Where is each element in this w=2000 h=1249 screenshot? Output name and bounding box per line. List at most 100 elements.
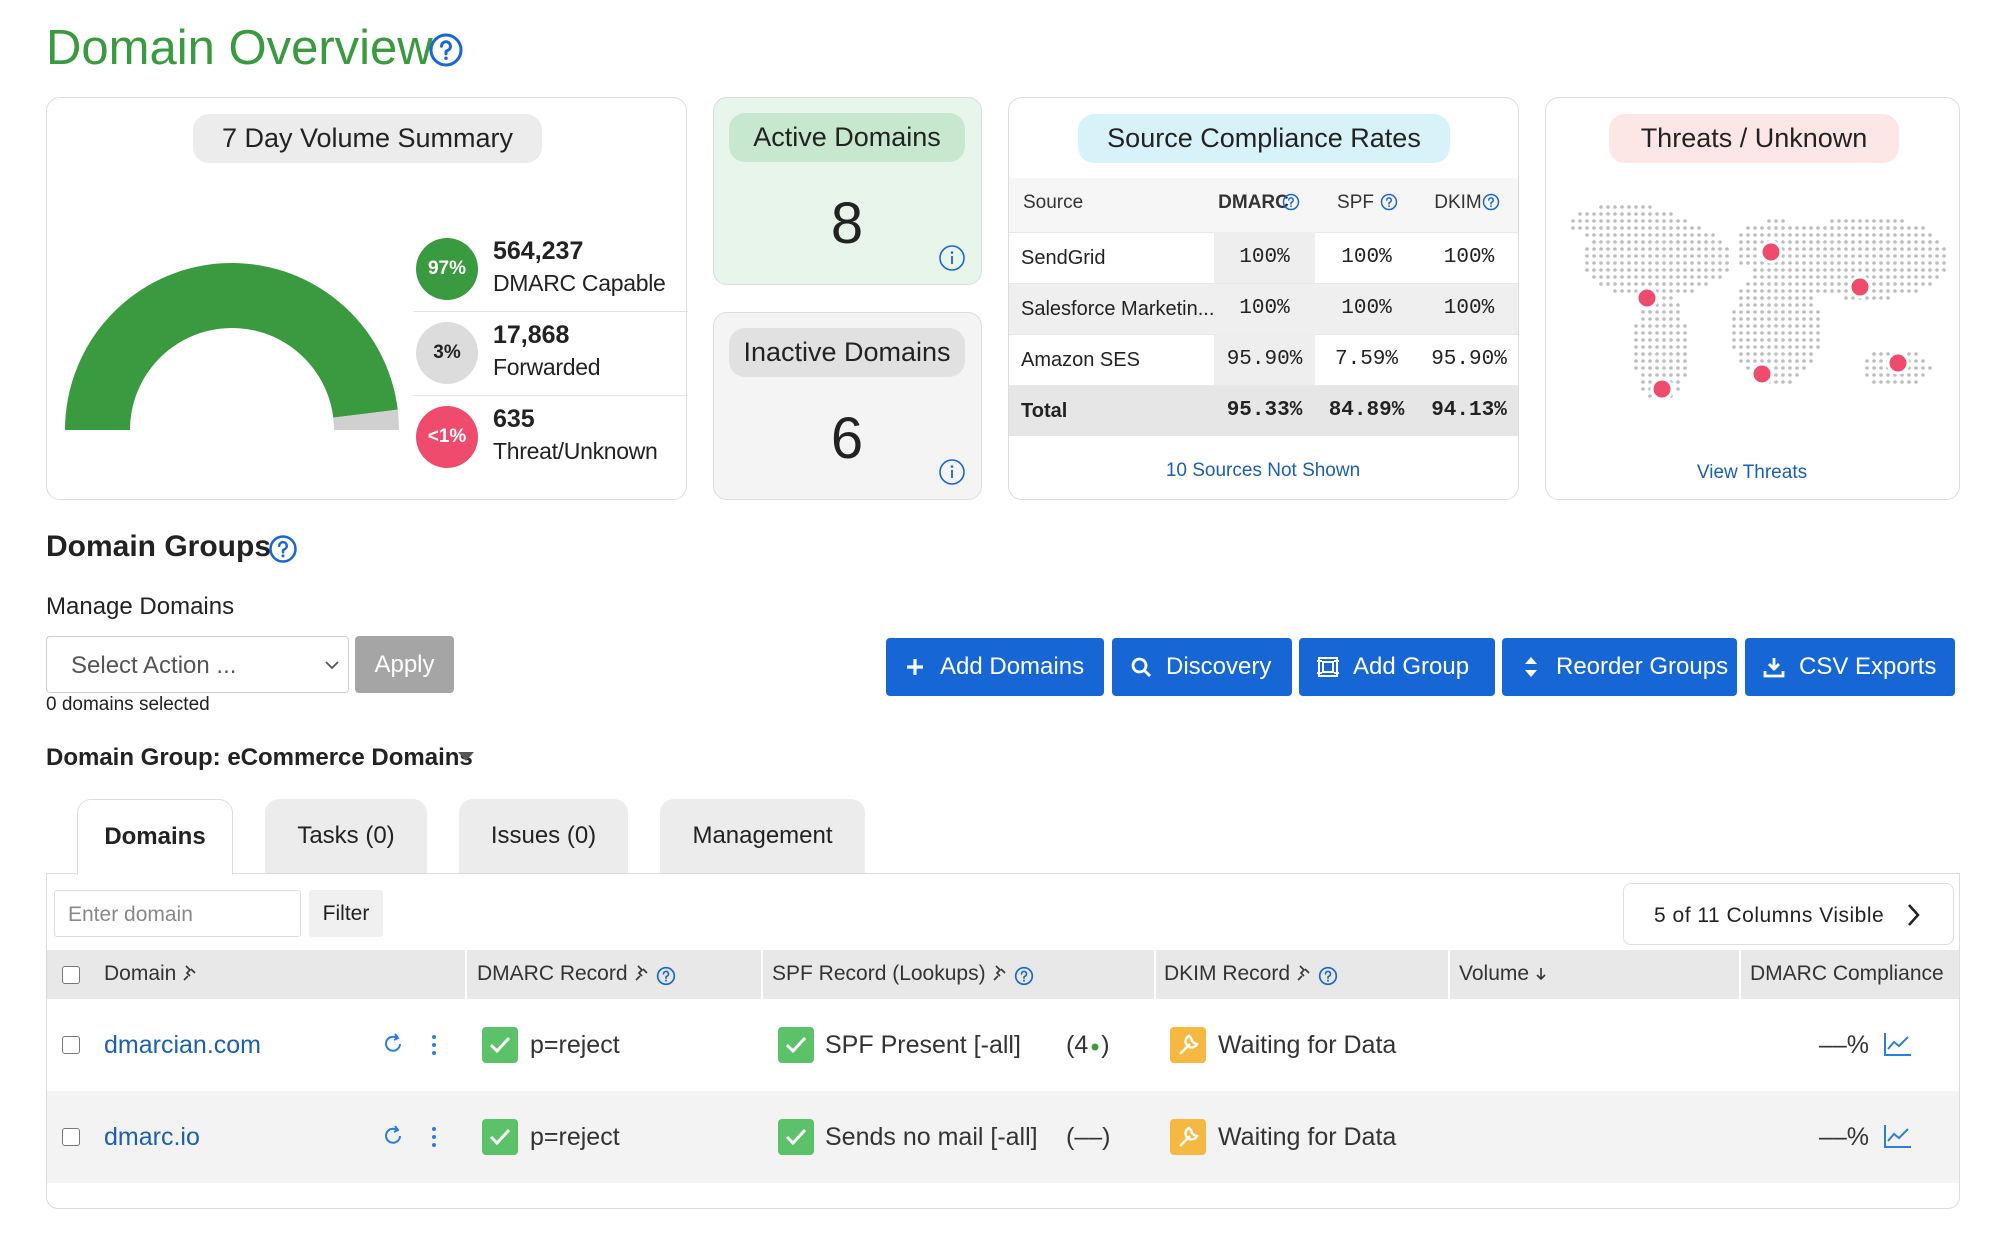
action-button[interactable]: Reorder Groups	[1502, 638, 1737, 696]
action-button[interactable]: Add Group	[1299, 638, 1495, 696]
tab[interactable]: Issues (0)	[459, 799, 628, 875]
button-label: Reorder Groups	[1556, 653, 1729, 680]
column-divider	[1448, 950, 1450, 999]
compliance-value: 95.33%	[1226, 399, 1303, 422]
spf-lookups: (––)	[1066, 1123, 1111, 1151]
refresh-icon	[385, 1125, 401, 1144]
help-icon	[269, 535, 297, 563]
help-icon	[1282, 193, 1300, 211]
compliance-source: Amazon SES	[1021, 349, 1140, 371]
compliance-value: 100%	[1341, 297, 1392, 320]
tab-active[interactable]: Domains	[77, 799, 233, 875]
volume-label: DMARC Capable	[493, 270, 666, 296]
group-caret	[458, 752, 474, 761]
tab[interactable]: Tasks (0)	[265, 799, 427, 875]
sort-pin	[1297, 965, 1310, 981]
compliance-value: 100%	[1239, 246, 1290, 269]
compliance-row-bg	[1009, 283, 1518, 334]
refresh-icon	[385, 1033, 401, 1052]
threats-map	[1571, 205, 1946, 401]
selected-count: 0 domains selected	[46, 694, 210, 715]
compliance-source: SendGrid	[1021, 247, 1106, 269]
compliance-cell-bg	[1214, 232, 1315, 283]
volume-badge: 3%	[416, 322, 478, 384]
info-icon	[939, 459, 965, 485]
active-domains-title: Active Domains	[729, 113, 965, 162]
column-header: DMARC Compliance	[1750, 962, 1944, 985]
row-bg	[47, 1091, 1959, 1183]
column-header: Domain	[104, 962, 177, 985]
action-select[interactable]: Select Action ...	[46, 636, 349, 693]
threats-title: Threats / Unknown	[1609, 114, 1899, 163]
dmarc-record: p=reject	[530, 1031, 620, 1059]
compliance-source: Total	[1021, 400, 1068, 422]
threats-link[interactable]: View Threats	[1696, 462, 1808, 483]
help-icon	[429, 33, 463, 67]
spf-record: Sends no mail [-all]	[825, 1123, 1038, 1151]
compliance-value: 100%	[1443, 246, 1495, 269]
spf-lookups-end: )	[1101, 1031, 1110, 1059]
table-header	[47, 950, 1959, 999]
status-check	[482, 1119, 518, 1155]
help-icon	[1014, 966, 1033, 986]
button-label: Add Group	[1353, 653, 1470, 680]
compliance-title: Source Compliance Rates	[1078, 114, 1450, 163]
compliance-column: DKIM	[1434, 192, 1482, 213]
column-header: SPF Record (Lookups)	[772, 962, 986, 985]
section-title: Domain Groups	[46, 530, 272, 563]
page-title: Domain Overview	[46, 21, 433, 75]
volume-label: Threat/Unknown	[493, 438, 658, 464]
kebab-menu	[432, 1127, 436, 1147]
button-icon	[907, 659, 923, 675]
sort-pin	[183, 965, 196, 981]
spf-record: SPF Present [-all]	[825, 1031, 1021, 1059]
sort-pin	[993, 965, 1006, 981]
action-button[interactable]: CSV Exports	[1745, 638, 1955, 696]
volume-gauge	[65, 262, 399, 430]
volume-value: 635	[493, 405, 535, 433]
compliance-cell-bg	[1214, 334, 1315, 385]
domain-link[interactable]: dmarcian.com	[104, 1031, 261, 1059]
status-check	[482, 1027, 518, 1063]
button-label: Add Domains	[940, 653, 1085, 680]
dkim-wait-icon	[1170, 1119, 1206, 1155]
help-icon	[656, 966, 675, 986]
checkbox[interactable]	[62, 1128, 80, 1146]
checkbox[interactable]	[62, 1036, 80, 1054]
status-check	[778, 1119, 814, 1155]
info-icon	[939, 245, 965, 271]
dkim-record: Waiting for Data	[1218, 1123, 1397, 1151]
filter-input[interactable]: Enter domain	[54, 890, 301, 937]
dmarc-compliance: ––%	[1818, 1123, 1869, 1151]
column-divider	[465, 950, 467, 999]
threats-card: Threats / Unknown View Threats	[1545, 97, 1960, 500]
active-domains-count: 8	[830, 191, 864, 256]
button-label: Discovery	[1166, 653, 1272, 680]
checkbox[interactable]	[62, 966, 80, 984]
filter-button[interactable]: Filter	[309, 890, 383, 937]
volume-value: 17,868	[493, 321, 570, 349]
help-icon	[1380, 193, 1398, 211]
tab[interactable]: Management	[660, 799, 865, 875]
status-check	[778, 1027, 814, 1063]
volume-title: 7 Day Volume Summary	[193, 114, 542, 163]
active-domains-card: Active Domains 8	[713, 97, 982, 285]
group-label: Domain Group: eCommerce Domains	[46, 744, 473, 771]
apply-button[interactable]: Apply	[355, 636, 454, 693]
action-button[interactable]: Add Domains	[886, 638, 1104, 696]
columns-visible[interactable]: 5 of 11 Columns Visible	[1623, 883, 1954, 945]
manage-label: Manage Domains	[46, 593, 235, 620]
domain-link[interactable]: dmarc.io	[104, 1123, 200, 1151]
compliance-value: 100%	[1341, 246, 1392, 269]
volume-value: 564,237	[493, 237, 584, 265]
compliance-column: Source	[1023, 192, 1084, 213]
dkim-wait-icon	[1170, 1027, 1206, 1063]
compliance-value: 95.90%	[1226, 348, 1303, 371]
compliance-footer-link[interactable]: 10 Sources Not Shown	[1165, 460, 1361, 481]
action-button[interactable]: Discovery	[1112, 638, 1292, 696]
chevron	[325, 661, 339, 670]
filter-placeholder: Enter domain	[68, 903, 193, 926]
